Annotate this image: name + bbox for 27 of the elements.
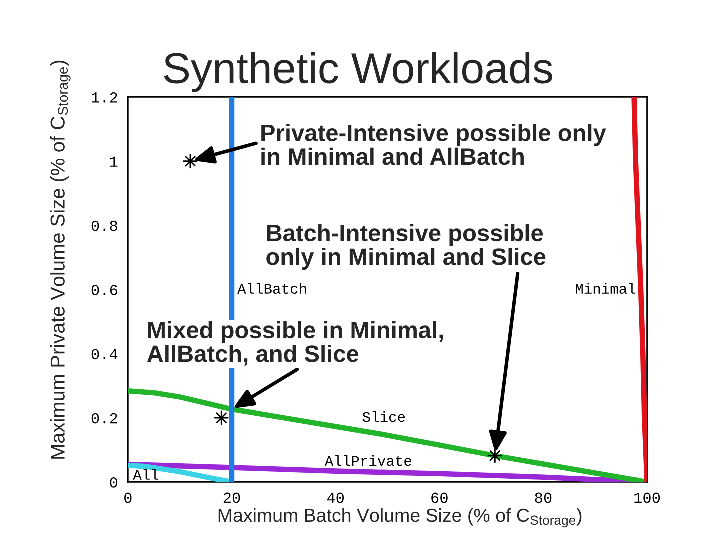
chart-title: Synthetic Workloads [164, 52, 552, 92]
point [183, 154, 198, 169]
x-tick-label: 100 [634, 492, 660, 504]
point [488, 448, 502, 464]
x-axis-title: Maximum Batch Volume Size (% of C$_{Storage}$) [218, 508, 582, 528]
y-axis-title: Maximum Private Volume Size (% of C$_{Storage}$) [50, 60, 71, 459]
annotation: Private-Intensive possible only in Minimal and AllBatch [262, 124, 606, 166]
y-tick-label: 0.8 [92, 220, 118, 232]
x-tick-label: 40 [327, 492, 344, 504]
y-tick-label: 0.4 [92, 349, 118, 360]
y-tick-label: 1 [110, 156, 118, 167]
y-tick-label: 0.2 [92, 413, 118, 424]
x-tick-label: 80 [535, 492, 552, 504]
annotation: Batch-Intensive possible only in Minimal and Slice [266, 224, 546, 270]
ref-line-label: AllBatch [238, 283, 306, 294]
y-tick-label: 0 [110, 478, 118, 488]
point [214, 410, 229, 426]
x-tick-label: 60 [432, 492, 448, 504]
series-label: Minimal [576, 283, 636, 294]
series-label: Slice [362, 412, 406, 422]
y-tick-label: 1.2 [92, 92, 118, 103]
annotation: Mixed possible in Minimal, AllBatch, and Slice [147, 321, 444, 366]
y-tick-label: 0.6 [92, 285, 118, 296]
series-label: All [133, 469, 159, 480]
series-label: AllPrivate [324, 455, 412, 466]
x-tick-label: 20 [224, 492, 240, 504]
x-tick-label: 0 [124, 492, 132, 504]
